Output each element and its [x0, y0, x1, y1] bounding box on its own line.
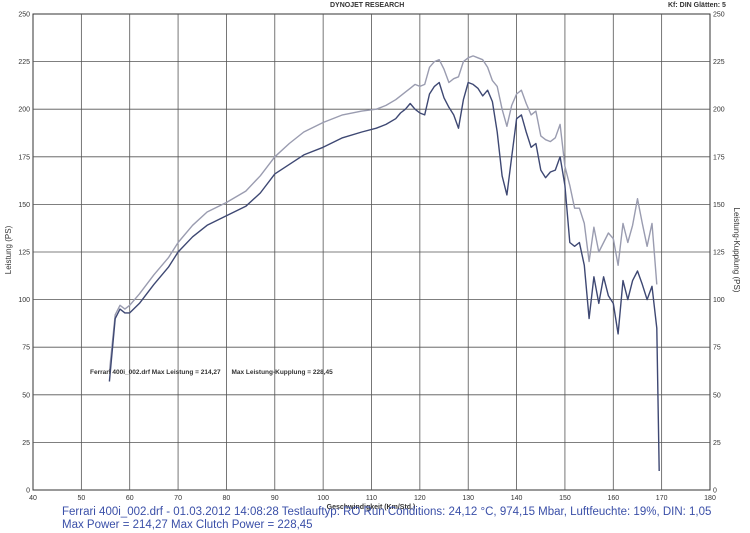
chart-header-right: Kf: DIN Glätten: 5 [668, 2, 726, 9]
y-tick-label-left: 50 [22, 392, 30, 399]
series-line-power [108, 81, 660, 472]
y-tick-label-right: 150 [713, 202, 725, 209]
y-tick-label-left: 250 [18, 12, 30, 19]
y-tick-label-right: 250 [713, 12, 725, 19]
y-tick-label-left: 150 [18, 202, 30, 209]
grid-lines [33, 14, 710, 490]
x-axis-label: Geschwindigkeit (Km/Std.) [327, 504, 416, 511]
x-tick-label: 110 [366, 495, 377, 502]
y-tick-label-left: 100 [18, 297, 30, 304]
x-tick-label: 170 [656, 495, 668, 502]
x-tick-label: 150 [559, 495, 571, 502]
x-tick-labels: 40 50 60 70 80 90 100 110 120 130 140 150 160 170 180 [29, 495, 716, 502]
x-tick-label: 100 [317, 495, 329, 502]
y-tick-label-right: 200 [713, 107, 725, 114]
y-axis-label-left: Leistung (PS) [4, 225, 13, 274]
x-tick-label: 140 [511, 495, 523, 502]
y-tick-labels-left: 0 25 50 75 100 125 150 175 200 225 250 [18, 12, 30, 495]
x-tick-label: 40 [29, 495, 37, 502]
x-tick-label: 90 [271, 495, 279, 502]
y-tick-label-left: 200 [18, 107, 30, 114]
y-tick-label-left: 225 [18, 59, 30, 66]
y-tick-label-right: 75 [713, 345, 721, 352]
footer-max-power: Max Power = 214,27 Max Clutch Power = 22… [62, 519, 313, 531]
y-tick-label-right: 0 [713, 488, 717, 495]
y-tick-label-left: 0 [26, 488, 30, 495]
y-tick-label-right: 125 [713, 250, 725, 257]
x-tick-label: 160 [607, 495, 619, 502]
y-tick-label-right: 25 [713, 440, 721, 447]
y-tick-labels-right: 0 25 50 75 100 125 150 175 200 225 250 [713, 12, 725, 495]
y-tick-label-right: 50 [713, 392, 721, 399]
x-tick-label: 80 [223, 495, 231, 502]
y-tick-label-left: 125 [18, 250, 30, 257]
y-tick-label-left: 25 [22, 440, 30, 447]
y-tick-label-left: 75 [22, 345, 30, 352]
x-tick-label: 130 [462, 495, 474, 502]
series-lines [108, 55, 660, 472]
y-tick-label-left: 175 [18, 154, 30, 161]
x-tick-label: 50 [77, 495, 85, 502]
x-tick-label: 120 [414, 495, 426, 502]
series-line-clutch-power [108, 55, 658, 373]
x-tick-label: 70 [174, 495, 182, 502]
y-axis-label-right: Leistung-Kupplung (PS) [732, 208, 741, 293]
chart-header-center: DYNOJET RESEARCH [330, 2, 405, 9]
y-tick-label-right: 225 [713, 59, 725, 66]
max-power-annotation: Ferrari 400i_002.drf Max Leistung = 214,… [90, 369, 333, 376]
y-tick-label-right: 175 [713, 154, 725, 161]
x-tick-label: 60 [126, 495, 134, 502]
footer-run-info: Ferrari 400i_002.drf - 01.03.2012 14:08:… [62, 506, 712, 518]
y-tick-label-right: 100 [713, 297, 725, 304]
x-tick-label: 180 [704, 495, 716, 502]
